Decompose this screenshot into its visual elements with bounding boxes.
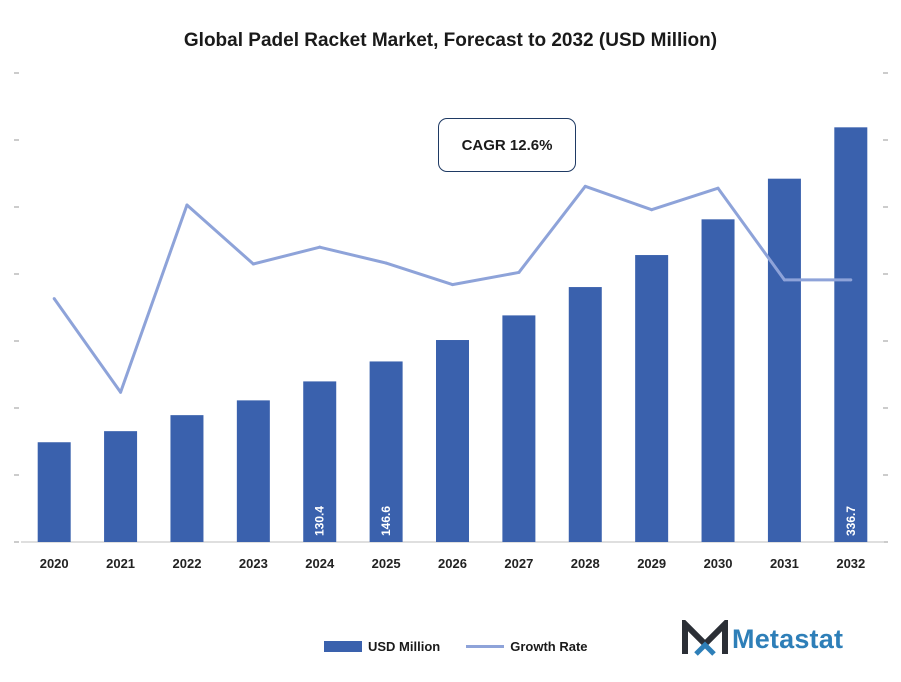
growth-point-2026[interactable] <box>451 283 454 287</box>
data-label-2025: 146.6 <box>379 506 393 536</box>
bar-2027[interactable] <box>502 315 536 542</box>
x-tick-label-2021: 2021 <box>106 556 135 571</box>
bar-2030[interactable] <box>701 219 735 543</box>
growth-point-2030[interactable] <box>716 186 720 190</box>
bar-2022[interactable] <box>170 415 204 542</box>
data-label-2032: 336.7 <box>844 506 858 536</box>
bar-2028[interactable] <box>568 287 602 542</box>
x-tick-label-2025: 2025 <box>372 556 401 571</box>
x-tick-label-2020: 2020 <box>40 556 69 571</box>
growth-point-2023[interactable] <box>251 262 255 266</box>
x-tick-label-2026: 2026 <box>438 556 467 571</box>
growth-point-2024[interactable] <box>318 245 322 249</box>
legend-label-usd: USD Million <box>368 639 441 654</box>
x-tick-label-2028: 2028 <box>571 556 600 571</box>
growth-point-2027[interactable] <box>517 270 521 274</box>
bar-2023[interactable] <box>236 400 270 542</box>
metastat-logo-text: Metastat <box>732 623 844 654</box>
x-tick-label-2022: 2022 <box>173 556 202 571</box>
bar-2029[interactable] <box>635 255 669 542</box>
x-tick-label-2032: 2032 <box>836 556 865 571</box>
x-tick-label-2029: 2029 <box>637 556 666 571</box>
legend-line-swatch <box>466 645 505 648</box>
x-tick-label-2024: 2024 <box>305 556 335 571</box>
growth-point-2029[interactable] <box>650 208 654 212</box>
bar-2020[interactable] <box>37 442 71 542</box>
x-tick-label-2030: 2030 <box>704 556 733 571</box>
bar-2031[interactable] <box>767 178 801 542</box>
bar-2021[interactable] <box>104 431 138 542</box>
growth-point-2021[interactable] <box>119 390 123 394</box>
growth-point-2032[interactable] <box>849 278 853 282</box>
bar-2025[interactable] <box>369 361 403 542</box>
metastat-logo: Metastat <box>682 620 843 658</box>
bar-2032[interactable] <box>834 127 868 543</box>
chart-title: Global Padel Racket Market, Forecast to … <box>183 30 718 51</box>
metastat-m-icon <box>682 620 728 656</box>
cagr-annotation: CAGR 12.6% <box>438 118 576 172</box>
growth-point-2025[interactable] <box>384 261 388 265</box>
legend-bar-swatch <box>324 641 362 652</box>
growth-point-2028[interactable] <box>583 184 587 188</box>
x-tick-label-2023: 2023 <box>239 556 268 571</box>
bar-2026[interactable] <box>436 340 469 542</box>
bar-2024[interactable] <box>303 381 337 542</box>
legend: USD Million Growth Rate <box>324 639 614 654</box>
x-tick-label-2031: 2031 <box>770 556 799 571</box>
growth-point-2022[interactable] <box>185 203 189 207</box>
growth-point-2031[interactable] <box>782 278 786 282</box>
legend-label-growth: Growth Rate <box>510 639 588 654</box>
x-tick-label-2027: 2027 <box>504 556 533 571</box>
legend-item-line[interactable]: Growth Rate <box>466 639 588 654</box>
data-label-2024: 130.4 <box>313 506 327 536</box>
growth-point-2020[interactable] <box>52 297 56 301</box>
legend-item-bars[interactable]: USD Million <box>324 639 440 654</box>
